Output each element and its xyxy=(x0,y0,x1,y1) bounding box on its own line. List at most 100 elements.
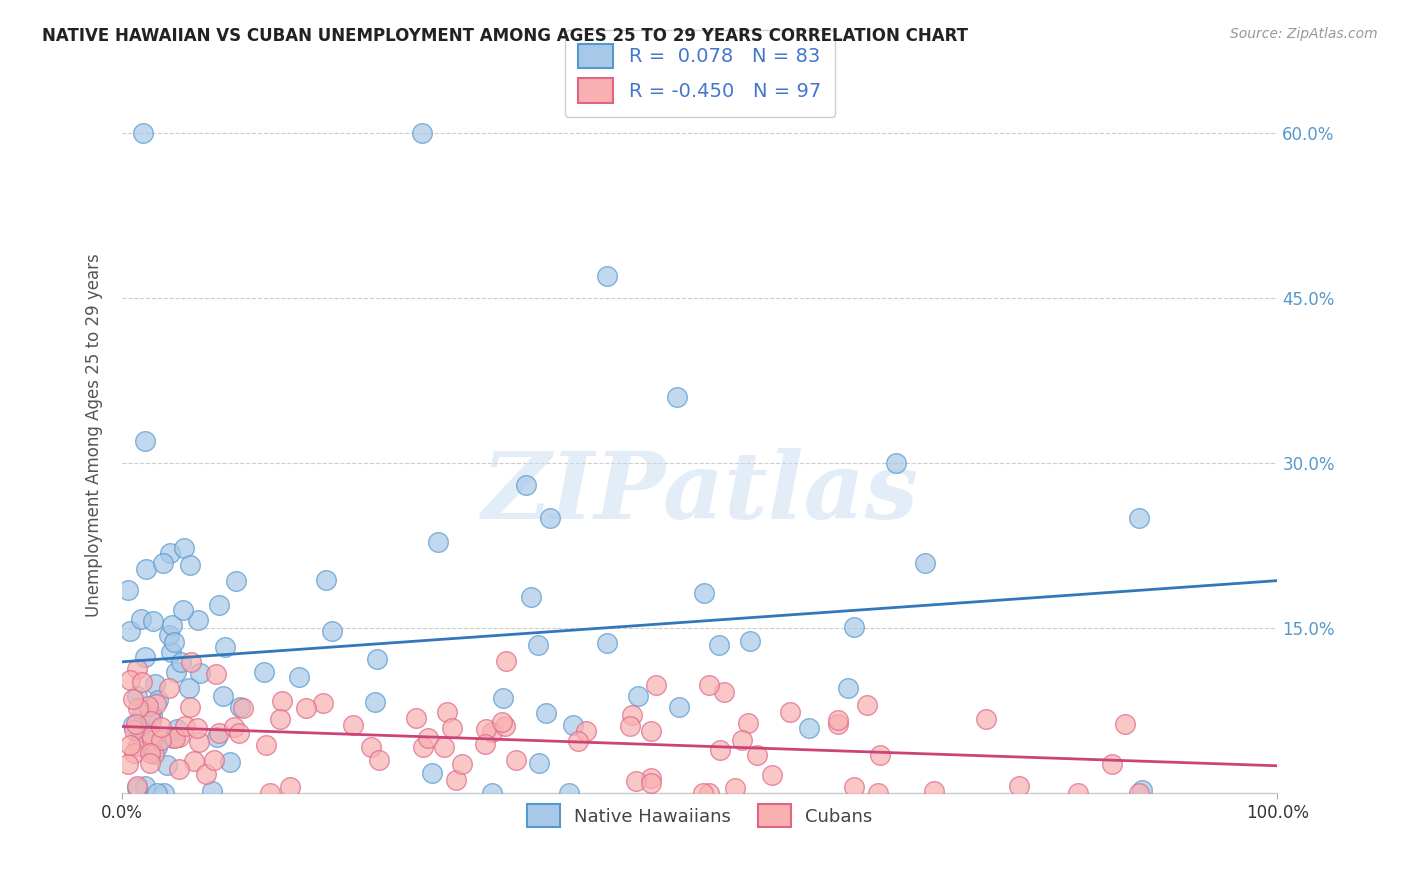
Point xyxy=(132,126,155,140)
Point xyxy=(122,718,145,732)
Point xyxy=(254,738,277,752)
Point xyxy=(538,511,561,525)
Point xyxy=(481,786,503,800)
Point xyxy=(567,733,589,747)
Point xyxy=(405,710,427,724)
Point xyxy=(131,675,153,690)
Point xyxy=(709,743,731,757)
Point xyxy=(474,737,496,751)
Point xyxy=(699,677,721,691)
Point xyxy=(1067,786,1090,800)
Point xyxy=(142,742,165,756)
Point xyxy=(128,723,150,738)
Point xyxy=(152,557,174,571)
Point xyxy=(271,694,294,708)
Point xyxy=(433,740,456,755)
Point xyxy=(436,705,458,719)
Point xyxy=(179,681,201,696)
Point xyxy=(122,723,145,737)
Point xyxy=(136,698,159,713)
Point xyxy=(640,724,662,739)
Point xyxy=(420,766,443,780)
Point xyxy=(856,698,879,712)
Point xyxy=(779,706,801,720)
Point xyxy=(416,731,439,746)
Point xyxy=(797,721,820,735)
Point xyxy=(288,670,311,684)
Point xyxy=(665,390,688,404)
Point xyxy=(118,739,141,753)
Point xyxy=(693,586,716,600)
Point xyxy=(156,758,179,772)
Point xyxy=(1128,786,1150,800)
Point xyxy=(160,617,183,632)
Point xyxy=(160,645,183,659)
Point xyxy=(837,681,859,695)
Point xyxy=(125,689,148,703)
Point xyxy=(122,692,145,706)
Point xyxy=(1101,756,1123,771)
Point xyxy=(827,716,849,731)
Point xyxy=(142,747,165,761)
Point xyxy=(205,730,228,744)
Point xyxy=(143,677,166,691)
Point xyxy=(492,691,515,706)
Point xyxy=(745,747,768,762)
Point xyxy=(427,534,450,549)
Point xyxy=(188,666,211,681)
Point xyxy=(117,583,139,598)
Point xyxy=(481,724,503,739)
Point xyxy=(842,780,865,795)
Point xyxy=(761,768,783,782)
Point xyxy=(596,636,619,650)
Point xyxy=(141,708,163,723)
Point xyxy=(228,726,250,740)
Point xyxy=(640,776,662,790)
Point xyxy=(157,627,180,641)
Point xyxy=(135,562,157,576)
Point xyxy=(142,615,165,629)
Point xyxy=(208,598,231,612)
Point xyxy=(534,706,557,720)
Point xyxy=(1008,779,1031,793)
Point xyxy=(165,665,187,679)
Point xyxy=(180,655,202,669)
Point xyxy=(366,652,388,666)
Point xyxy=(208,726,231,740)
Point xyxy=(278,780,301,794)
Point xyxy=(131,733,153,747)
Point xyxy=(707,638,730,652)
Point xyxy=(713,685,735,699)
Point xyxy=(724,780,747,795)
Point xyxy=(172,603,194,617)
Text: NATIVE HAWAIIAN VS CUBAN UNEMPLOYMENT AMONG AGES 25 TO 29 YEARS CORRELATION CHAR: NATIVE HAWAIIAN VS CUBAN UNEMPLOYMENT AM… xyxy=(42,27,969,45)
Point xyxy=(124,746,146,760)
Point xyxy=(312,696,335,710)
Point xyxy=(363,695,385,709)
Point xyxy=(866,786,889,800)
Point xyxy=(127,780,149,795)
Point xyxy=(562,718,585,732)
Point xyxy=(169,655,191,669)
Point xyxy=(620,708,643,723)
Point xyxy=(202,753,225,767)
Point xyxy=(668,700,690,714)
Point xyxy=(575,723,598,738)
Point xyxy=(169,762,191,776)
Point xyxy=(827,713,849,727)
Point xyxy=(737,716,759,731)
Point xyxy=(974,713,997,727)
Point xyxy=(183,755,205,769)
Point xyxy=(125,717,148,731)
Point xyxy=(127,701,149,715)
Point xyxy=(187,613,209,627)
Point xyxy=(1130,782,1153,797)
Text: Source: ZipAtlas.com: Source: ZipAtlas.com xyxy=(1230,27,1378,41)
Point xyxy=(360,740,382,755)
Point xyxy=(446,773,468,788)
Point xyxy=(163,635,186,649)
Point xyxy=(411,126,433,140)
Point xyxy=(201,784,224,798)
Point xyxy=(342,718,364,732)
Point xyxy=(149,733,172,747)
